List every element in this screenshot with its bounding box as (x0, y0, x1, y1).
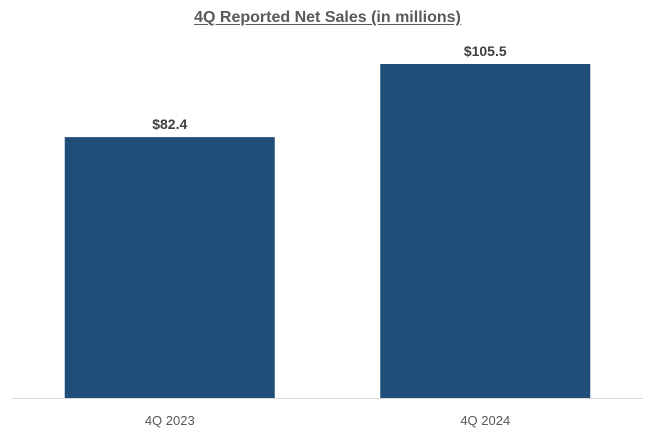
chart-title: 4Q Reported Net Sales (in millions) (194, 9, 461, 26)
x-tick-label-2: 4Q 2024 (460, 413, 510, 428)
data-label-1: $82.4 (152, 116, 187, 132)
bar-1 (64, 137, 275, 398)
x-tick-label-1: 4Q 2023 (145, 413, 195, 428)
bar-2 (380, 64, 591, 398)
data-label-2: $105.5 (464, 43, 507, 59)
